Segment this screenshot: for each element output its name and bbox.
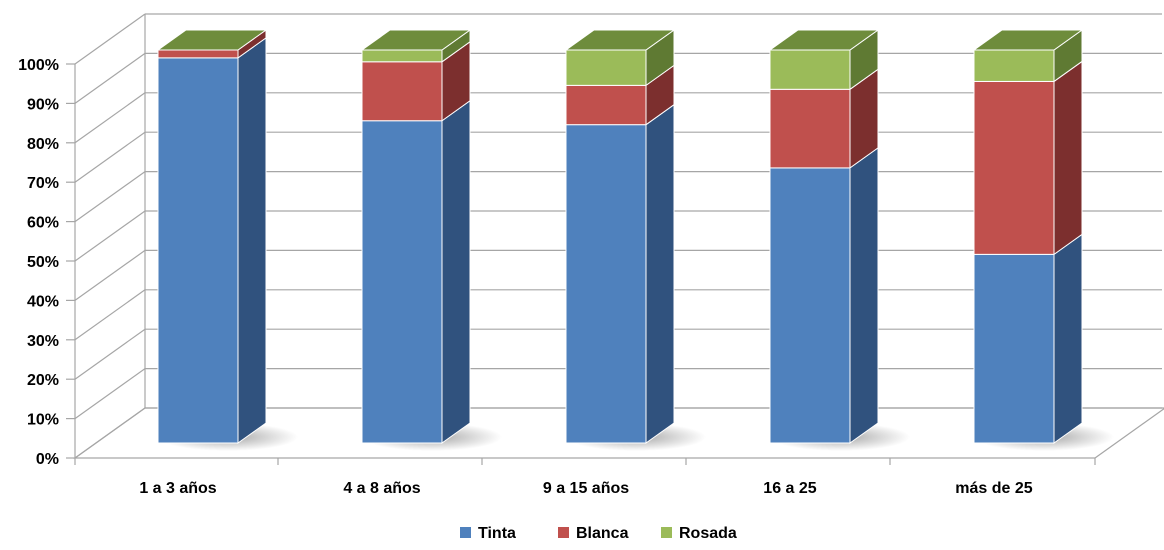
- y-tick-label: 60%: [27, 215, 59, 232]
- bar-segment-rosada: [972, 29, 1084, 83]
- legend-label: Blanca: [576, 525, 629, 542]
- bar-front: [769, 49, 851, 90]
- gridline-wall: [74, 249, 146, 301]
- bar-front: [973, 80, 1055, 255]
- x-tick-label: 16 a 25: [763, 480, 816, 497]
- y-tick-label: 20%: [27, 372, 59, 389]
- bar-segment-blanca: [973, 60, 1083, 256]
- bar-segment-rosada: [360, 29, 472, 63]
- y-tick-label: 0%: [36, 451, 59, 468]
- bar-segment-tinta: [157, 36, 267, 444]
- bar-segment-tinta: [769, 146, 879, 444]
- bar-segment-tinta: [565, 103, 675, 444]
- gridline-wall: [74, 171, 146, 223]
- bar-front: [973, 253, 1055, 444]
- gridline-wall: [74, 92, 146, 144]
- legend-label: Tinta: [478, 525, 516, 542]
- x-tick-label: 1 a 3 años: [139, 480, 216, 497]
- legend-item-rosada: Rosada: [661, 525, 737, 542]
- gridline-wall: [74, 210, 146, 262]
- gridline-wall: [74, 407, 146, 459]
- y-tick-label: 70%: [27, 175, 59, 192]
- bar-segment-tinta: [361, 99, 471, 444]
- bar-top: [156, 29, 268, 51]
- bar-side: [441, 99, 471, 444]
- bar-front: [565, 84, 647, 126]
- y-tick-label: 10%: [27, 412, 59, 429]
- bar-front: [565, 124, 647, 444]
- x-tick-label: 9 a 15 años: [543, 480, 629, 497]
- bar-front: [157, 49, 239, 59]
- legend-item-blanca: Blanca: [558, 525, 629, 542]
- bar-front: [769, 167, 851, 444]
- bar-front: [973, 49, 1055, 82]
- bar-side: [1053, 60, 1083, 256]
- gridline-wall: [74, 13, 146, 65]
- gridline-wall: [74, 131, 146, 183]
- bar-side: [237, 36, 267, 444]
- gridline-wall: [74, 289, 146, 341]
- gridline-wall: [74, 52, 146, 104]
- legend-label: Rosada: [679, 525, 737, 542]
- bar-segment-rosada: [156, 29, 268, 51]
- bar-front: [565, 49, 647, 86]
- legend-item-tinta: Tinta: [460, 525, 516, 542]
- bar-segment-tinta: [973, 233, 1083, 444]
- bar-top: [972, 29, 1084, 51]
- bar-side: [645, 103, 675, 444]
- bar-front: [361, 49, 443, 63]
- bar-side: [849, 146, 879, 444]
- bar-top: [564, 29, 676, 51]
- y-tick-label: 100%: [18, 57, 59, 74]
- bar-top: [768, 29, 880, 51]
- bar-segment-rosada: [768, 29, 880, 91]
- bar-front: [157, 57, 239, 444]
- gridline-wall: [74, 368, 146, 420]
- x-tick-label: 4 a 8 años: [343, 480, 420, 497]
- bar-side: [1053, 233, 1083, 444]
- bar-front: [769, 88, 851, 169]
- y-tick-label: 30%: [27, 333, 59, 350]
- bar-front: [361, 120, 443, 444]
- bar-top: [360, 29, 472, 51]
- y-tick-label: 80%: [27, 136, 59, 153]
- legend-swatch: [460, 527, 471, 538]
- y-tick-label: 50%: [27, 254, 59, 271]
- gridline-wall: [74, 328, 146, 380]
- y-tick-label: 90%: [27, 96, 59, 113]
- bar-front: [361, 61, 443, 122]
- legend-swatch: [558, 527, 569, 538]
- bar-segment-blanca: [565, 64, 675, 126]
- y-tick-label: 40%: [27, 293, 59, 310]
- bar-segment-rosada: [564, 29, 676, 87]
- legend-swatch: [661, 527, 672, 538]
- x-tick-label: más de 25: [955, 480, 1032, 497]
